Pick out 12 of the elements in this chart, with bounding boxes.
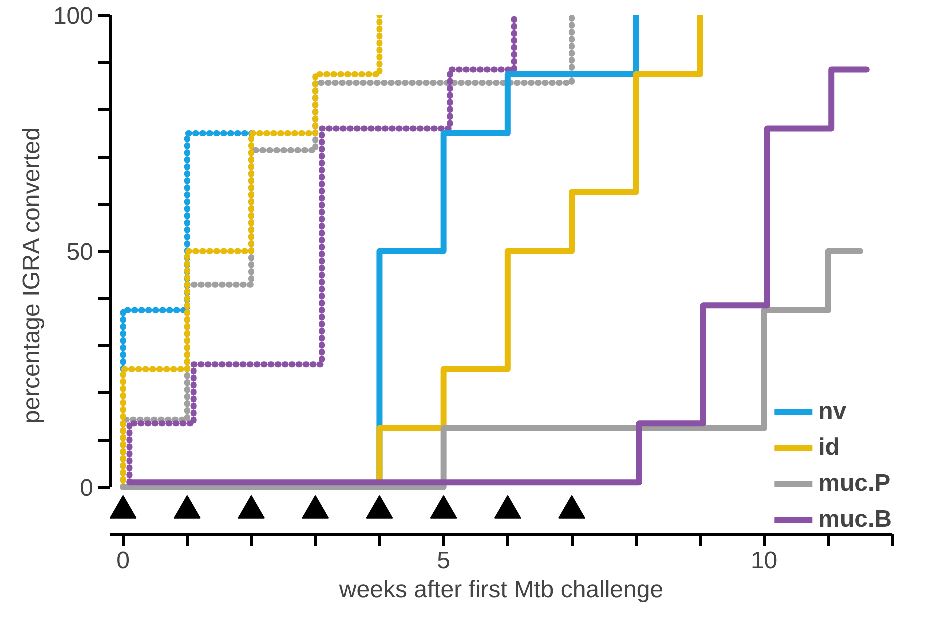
x-axis-title: weeks after first Mtb challenge: [338, 576, 664, 604]
legend-label: nv: [818, 398, 847, 426]
y-tick-label: 100: [53, 3, 94, 30]
y-axis-title: percentage IGRA converted: [18, 128, 46, 424]
legend-label: muc.B: [818, 506, 892, 534]
y-tick-label: 50: [66, 238, 94, 266]
x-tick-label: 10: [750, 548, 778, 574]
legend-label: muc.P: [818, 470, 891, 498]
x-tick-label: 0: [116, 548, 130, 574]
legend-label: id: [818, 434, 840, 462]
y-tick-label: 0: [80, 474, 94, 502]
x-tick-label: 5: [437, 548, 450, 574]
